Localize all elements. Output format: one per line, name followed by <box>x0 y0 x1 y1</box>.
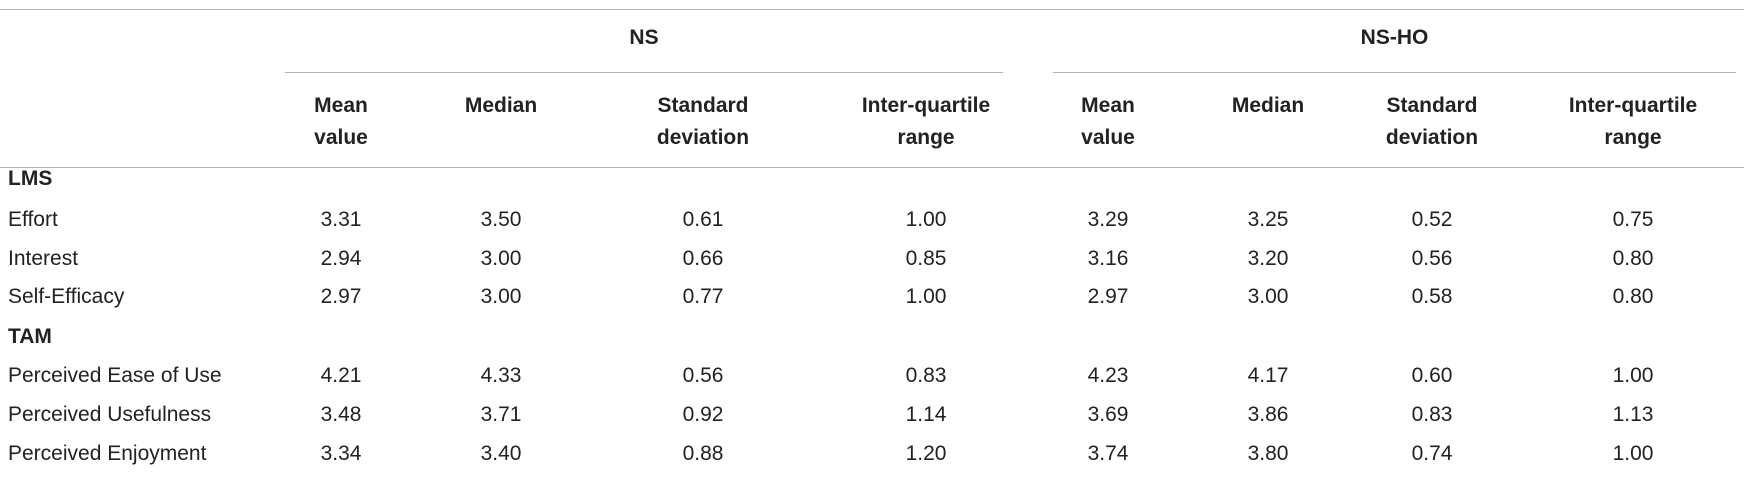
table-cell: 3.80 <box>1247 442 1289 465</box>
group-rule-ns <box>285 72 1003 73</box>
table-cell: 3.20 <box>1247 247 1289 270</box>
column-header-line: range <box>1604 126 1662 149</box>
table-cell: 0.77 <box>682 285 724 308</box>
section-heading: TAM <box>8 325 52 348</box>
column-header-line: deviation <box>656 126 750 149</box>
table-cell: 0.56 <box>1411 247 1453 270</box>
group-header-ns-ho: NS-HO <box>1360 26 1429 49</box>
row-label: Interest <box>8 247 79 270</box>
table-cell: 0.52 <box>1411 208 1453 231</box>
table-cell: 0.60 <box>1411 364 1453 387</box>
table-cell: 1.20 <box>905 442 947 465</box>
table-cell: 4.21 <box>320 364 362 387</box>
column-header: Median <box>426 90 576 122</box>
column-header-line: range <box>897 126 955 149</box>
table-cell: 1.00 <box>905 285 947 308</box>
table-cell: 4.33 <box>480 364 522 387</box>
table-cell: 0.80 <box>1612 285 1654 308</box>
column-header-line: Inter-quartile <box>861 94 991 117</box>
table-cell: 0.74 <box>1411 442 1453 465</box>
section-heading: LMS <box>8 167 53 190</box>
table-cell: 3.00 <box>480 285 522 308</box>
table-cell: 1.00 <box>1612 364 1654 387</box>
column-header: Standard deviation <box>1337 90 1527 154</box>
table-cell: 3.86 <box>1247 403 1289 426</box>
table-cell: 3.50 <box>480 208 522 231</box>
column-header-line: deviation <box>1385 126 1479 149</box>
row-label: Perceived Enjoyment <box>8 442 207 465</box>
table-cell: 3.40 <box>480 442 522 465</box>
group-rule-ns-ho <box>1053 72 1736 73</box>
table-cell: 4.17 <box>1247 364 1289 387</box>
group-header-ns: NS <box>629 26 659 49</box>
row-label: Perceived Ease of Use <box>8 364 222 387</box>
table-cell: 3.48 <box>320 403 362 426</box>
column-header: Mean value <box>266 90 416 154</box>
table-cell: 4.23 <box>1087 364 1129 387</box>
table-cell: 0.88 <box>682 442 724 465</box>
table-cell: 0.83 <box>1411 403 1453 426</box>
table-cell: 0.75 <box>1612 208 1654 231</box>
column-header-line: value <box>314 126 368 149</box>
column-header-line: Inter-quartile <box>1568 94 1698 117</box>
table-cell: 2.94 <box>320 247 362 270</box>
column-header-line: Mean <box>314 94 368 117</box>
column-header-line: Median <box>464 94 538 117</box>
table-cell: 3.69 <box>1087 403 1129 426</box>
table-cell: 1.14 <box>905 403 947 426</box>
table-cell: 0.58 <box>1411 285 1453 308</box>
table-cell: 0.61 <box>682 208 724 231</box>
row-label: Self-Efficacy <box>8 285 125 308</box>
column-header-line: Standard <box>657 94 749 117</box>
column-header-line: Standard <box>1386 94 1478 117</box>
table-cell: 0.85 <box>905 247 947 270</box>
table-cell: 0.56 <box>682 364 724 387</box>
column-header-line: Mean <box>1081 94 1135 117</box>
header-rule <box>0 167 1744 168</box>
table-cell: 3.00 <box>480 247 522 270</box>
table-cell: 3.31 <box>320 208 362 231</box>
row-label: Perceived Usefulness <box>8 403 212 426</box>
table-cell: 3.74 <box>1087 442 1129 465</box>
table-cell: 2.97 <box>320 285 362 308</box>
table-cell: 0.92 <box>682 403 724 426</box>
column-header-line: Median <box>1231 94 1305 117</box>
table-cell: 3.34 <box>320 442 362 465</box>
column-header: Mean value <box>1033 90 1183 154</box>
top-rule <box>0 9 1744 10</box>
column-header: Median <box>1193 90 1343 122</box>
column-header: Inter-quartile range <box>826 90 1026 154</box>
table-cell: 3.29 <box>1087 208 1129 231</box>
table-cell: 3.16 <box>1087 247 1129 270</box>
row-label: Effort <box>8 208 58 231</box>
column-header-line: value <box>1081 126 1135 149</box>
column-header: Inter-quartile range <box>1533 90 1733 154</box>
table-cell: 3.00 <box>1247 285 1289 308</box>
table-cell: 1.00 <box>905 208 947 231</box>
table-cell: 3.25 <box>1247 208 1289 231</box>
table-cell: 0.66 <box>682 247 724 270</box>
table-cell: 0.80 <box>1612 247 1654 270</box>
column-header: Standard deviation <box>608 90 798 154</box>
table-cell: 1.13 <box>1612 403 1654 426</box>
table-cell: 3.71 <box>480 403 522 426</box>
table-cell: 1.00 <box>1612 442 1654 465</box>
table-cell: 0.83 <box>905 364 947 387</box>
table-cell: 2.97 <box>1087 285 1129 308</box>
